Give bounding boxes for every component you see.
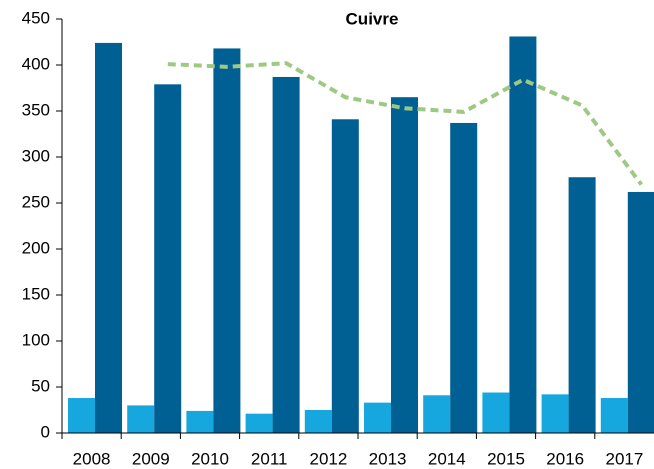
y-tick-label: 100 <box>22 330 50 349</box>
bar <box>95 42 122 434</box>
y-tick-label: 250 <box>22 192 50 211</box>
bar <box>154 84 182 433</box>
bar <box>600 398 628 433</box>
bar <box>304 410 332 433</box>
bar <box>541 394 569 433</box>
x-tick-label: 2017 <box>605 449 643 468</box>
bar <box>68 398 95 433</box>
x-tick-label: 2014 <box>428 449 466 468</box>
x-tick-label: 2009 <box>132 449 170 468</box>
bar <box>245 413 273 433</box>
x-tick-label: 2008 <box>73 449 111 468</box>
bar <box>482 392 510 433</box>
y-tick-label: 50 <box>31 376 50 395</box>
y-tick-label: 400 <box>22 54 50 73</box>
bar <box>213 48 241 433</box>
bar <box>627 191 654 433</box>
y-tick-label: 350 <box>22 100 50 119</box>
bar <box>186 410 214 433</box>
bar <box>568 177 596 433</box>
y-tick-label: 150 <box>22 284 50 303</box>
x-tick-label: 2010 <box>191 449 229 468</box>
line-series <box>167 61 644 186</box>
x-tick-label: 2015 <box>487 449 525 468</box>
bar <box>364 402 391 433</box>
bar <box>127 405 155 433</box>
bar <box>391 97 418 433</box>
bar <box>450 122 478 434</box>
bar <box>509 36 537 433</box>
x-tick-label: 2016 <box>546 449 584 468</box>
y-tick-label: 450 <box>22 8 50 27</box>
y-tick-label: 200 <box>22 238 50 257</box>
bar <box>423 395 451 433</box>
bar <box>331 119 359 433</box>
chart-title: Cuivre <box>346 9 399 28</box>
x-tick-label: 2012 <box>309 449 347 468</box>
x-tick-label: 2011 <box>251 449 288 468</box>
y-tick-label: 0 <box>41 422 50 441</box>
x-tick-label: 2013 <box>369 449 407 468</box>
y-tick-label: 300 <box>22 146 50 165</box>
bar <box>272 76 300 434</box>
